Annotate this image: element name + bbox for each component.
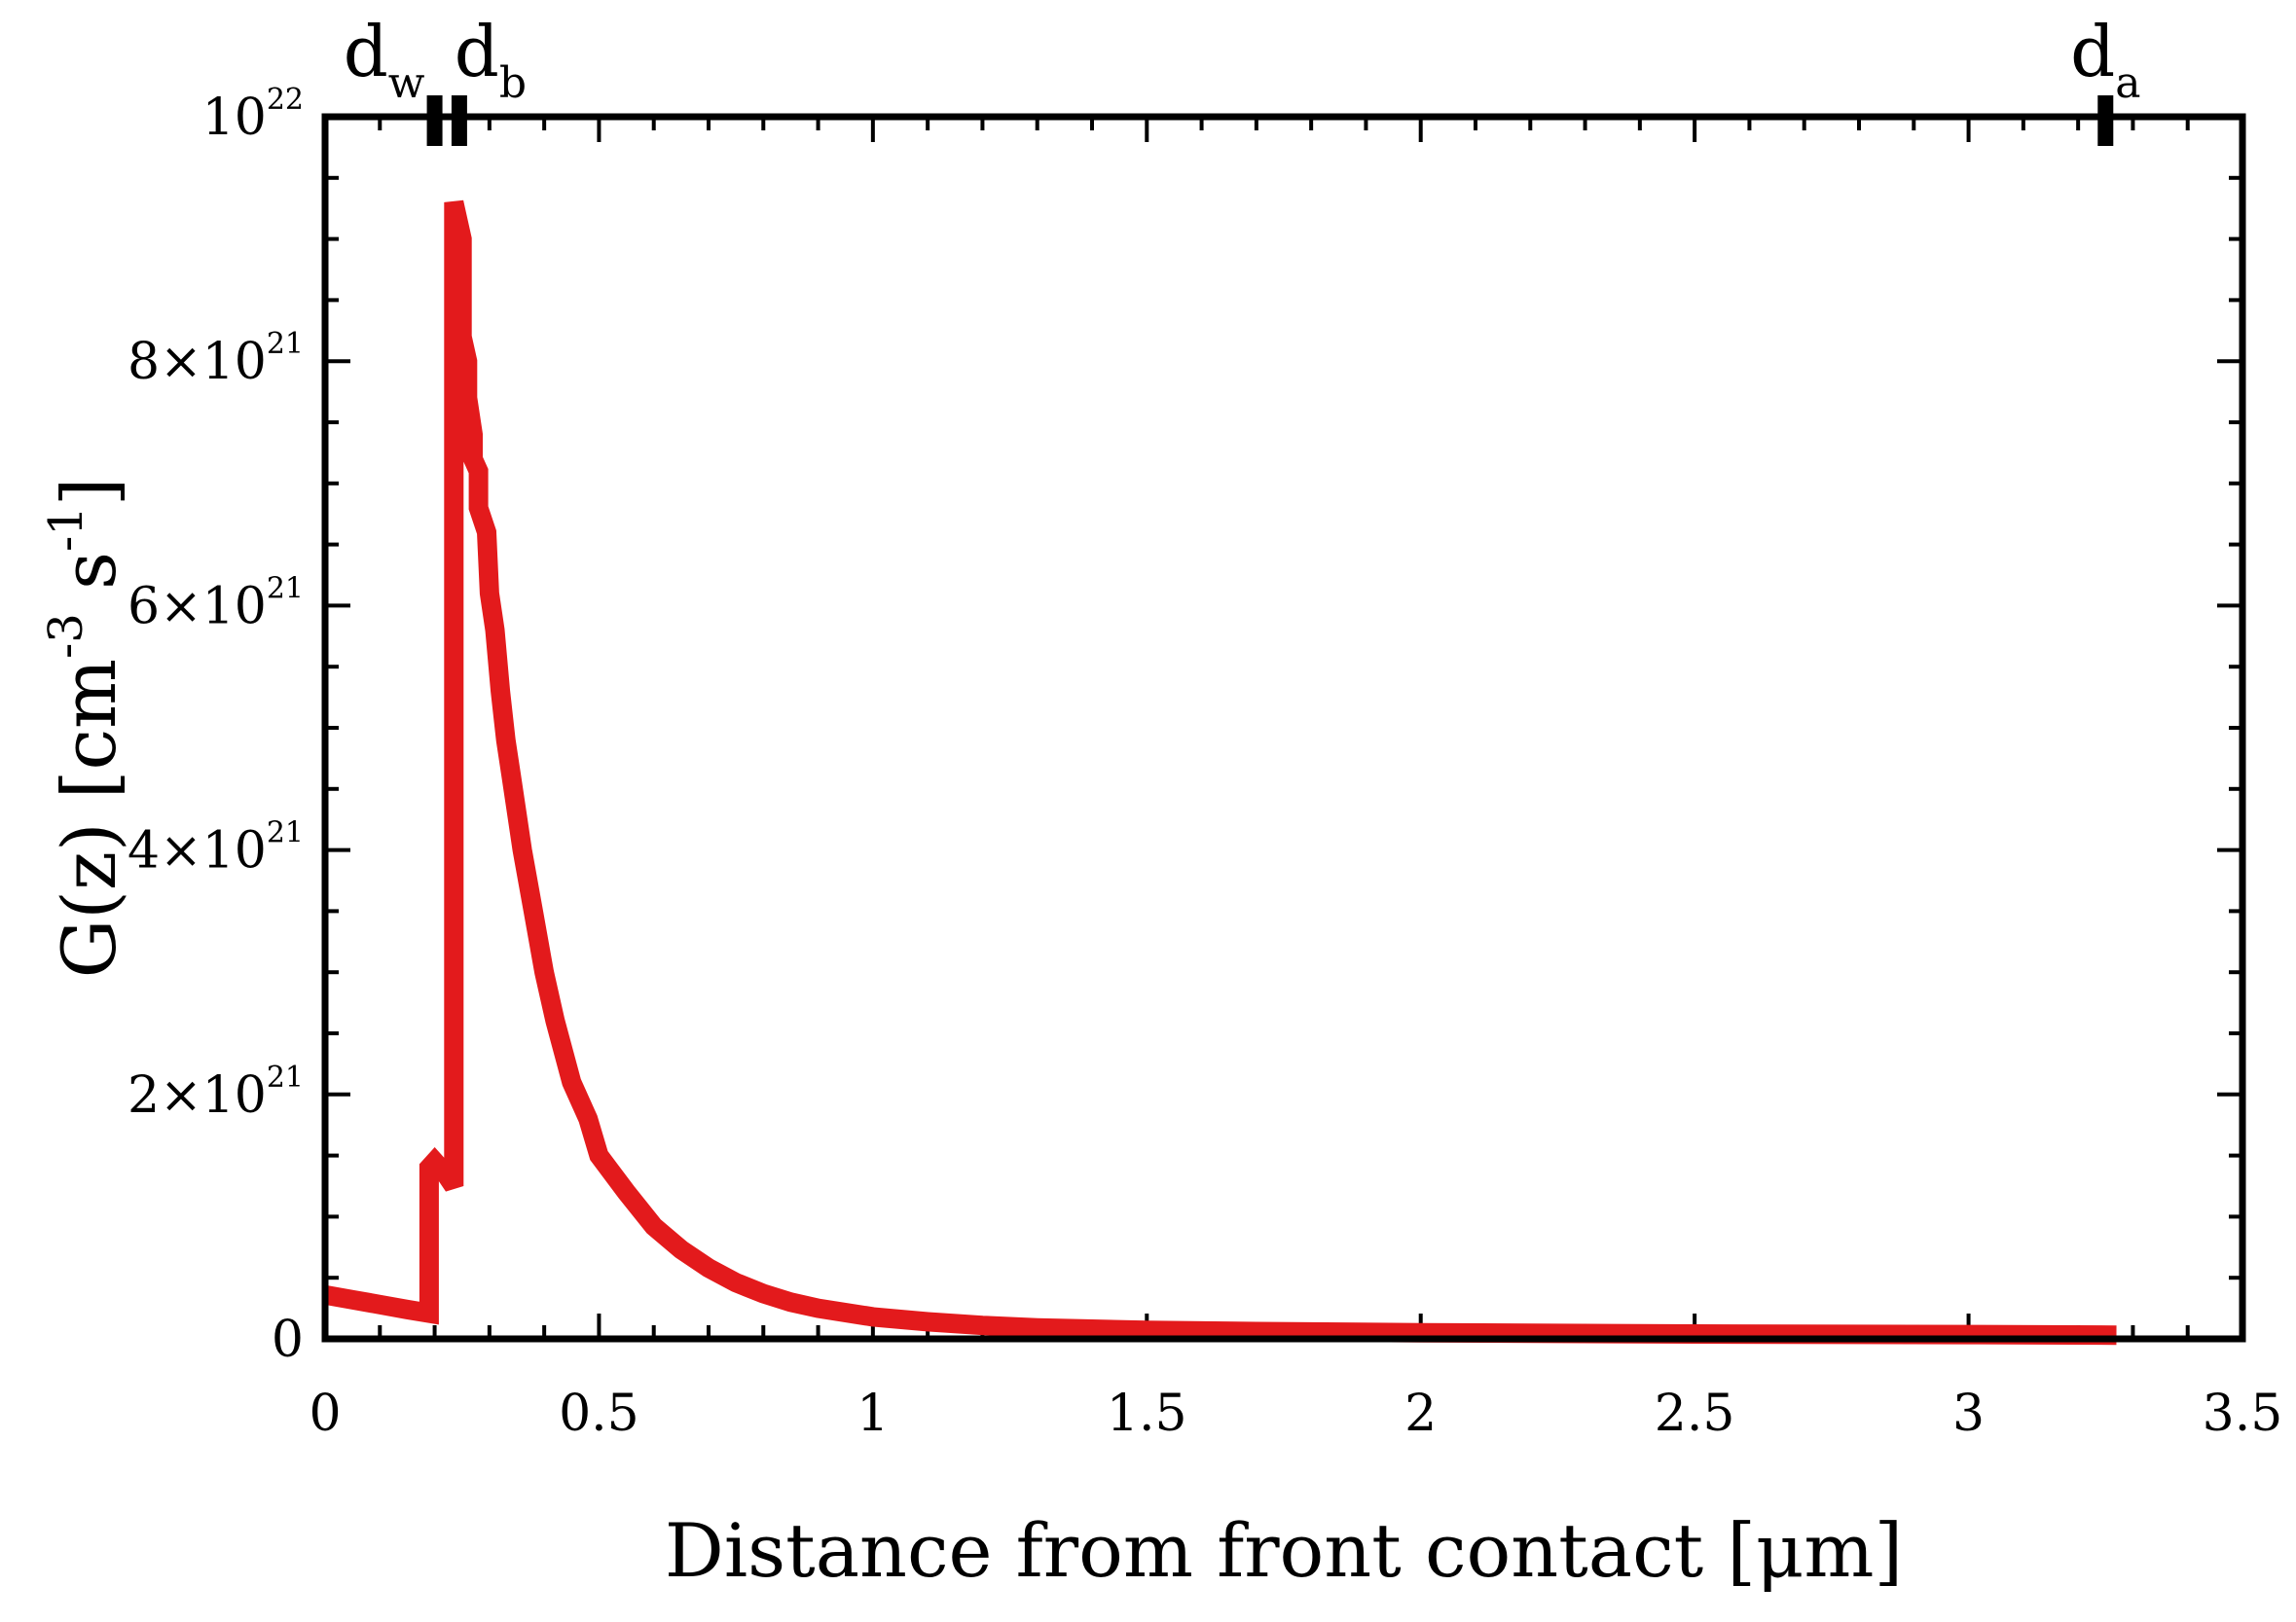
marker-label-main: d	[2070, 11, 2115, 92]
y-tick-mantissa: 0	[272, 1311, 304, 1369]
y-tick-label: 4×1021	[128, 816, 304, 881]
position-markers: dw db da	[344, 11, 2140, 146]
marker-label-db: db	[455, 11, 527, 108]
marker-db	[451, 95, 467, 146]
series-layer	[323, 199, 2117, 1346]
x-tick-label: 2	[1404, 1385, 1437, 1443]
x-tick-label: 0	[309, 1385, 341, 1443]
y-tick-exponent: 21	[267, 1061, 304, 1095]
marker-dw	[426, 95, 443, 146]
y-axis-title: G(z) [cm-3 s-1]	[39, 478, 132, 979]
y-axis-title-sup1: -3	[39, 613, 93, 659]
x-tick-label: 2.5	[1655, 1385, 1735, 1443]
plot-frame	[321, 113, 2246, 1343]
x-tick-label: 1.5	[1107, 1385, 1187, 1443]
x-axis-title: Distance from front contact [μm]	[665, 1507, 1903, 1594]
x-tick-label: 3	[1952, 1385, 1985, 1443]
y-tick-exponent: 21	[267, 571, 304, 605]
marker-label-main: d	[344, 11, 388, 92]
marker-da	[2097, 95, 2114, 146]
y-axis-title-main: G(z) [cm	[46, 659, 132, 979]
y-tick-exponent: 21	[267, 327, 304, 361]
series-line	[323, 199, 2117, 1346]
marker-label-dw: dw	[344, 11, 425, 108]
marker-label-subscript: a	[2115, 58, 2140, 108]
y-axis-title-sup2: -1	[39, 506, 93, 552]
y-tick-label: 0	[272, 1311, 304, 1369]
axis-ticks	[323, 115, 2244, 1341]
x-tick-label: 1	[856, 1385, 889, 1443]
y-tick-label: 8×1021	[128, 327, 304, 391]
y-tick-exponent: 22	[267, 83, 304, 117]
y-tick-exponent: 21	[267, 816, 304, 850]
y-tick-mantissa: 8×10	[128, 333, 267, 391]
y-tick-mantissa: 6×10	[128, 577, 267, 635]
y-axis-title-mid: s	[46, 552, 132, 613]
x-tick-label: 0.5	[559, 1385, 639, 1443]
marker-label-subscript: b	[499, 58, 527, 108]
y-axis-title-end: ]	[46, 478, 132, 507]
y-tick-label: 1022	[202, 83, 304, 147]
y-tick-mantissa: 2×10	[128, 1066, 267, 1125]
y-tick-mantissa: 4×10	[128, 822, 267, 881]
x-tick-labels: 0 0.5 1 1.5 2 2.5 3 3.5	[309, 1385, 2282, 1443]
y-tick-label: 2×1021	[128, 1061, 304, 1125]
x-tick-label: 3.5	[2203, 1385, 2283, 1443]
y-tick-mantissa: 10	[202, 89, 267, 147]
marker-label-subscript: w	[388, 58, 425, 108]
marker-label-da: da	[2070, 11, 2140, 108]
marker-label-main: d	[455, 11, 499, 92]
y-tick-label: 6×1021	[128, 571, 304, 635]
